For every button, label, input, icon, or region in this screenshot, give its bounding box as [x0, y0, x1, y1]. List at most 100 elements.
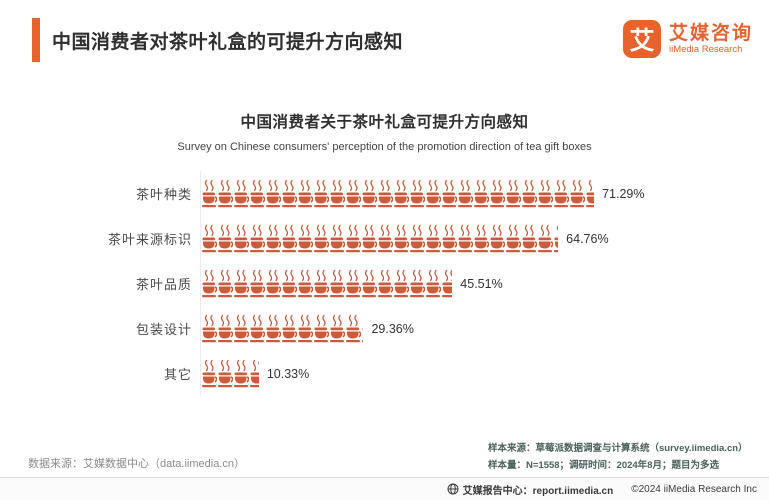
value-label: 64.76%	[566, 231, 609, 246]
tea-cup-icon	[522, 179, 537, 207]
globe-icon	[447, 483, 459, 495]
tea-cup-icon	[314, 314, 329, 342]
tea-cup-icon	[474, 179, 489, 207]
sample-notes: 样本来源：草莓派数据调查与计算系统（survey.iimedia.cn） 样本量…	[488, 440, 748, 474]
tea-cup-icon	[394, 179, 409, 207]
tea-cup-icon	[346, 269, 361, 297]
tea-cup-icon	[490, 224, 505, 252]
sample-info-note: 样本量：N=1558；调研时间：2024年8月；题目为多选	[488, 460, 719, 471]
tea-cup-icon	[234, 224, 249, 252]
tea-cup-icon	[458, 224, 473, 252]
value-label: 45.51%	[460, 276, 503, 291]
tea-cup-icon	[474, 224, 489, 252]
value-label: 71.29%	[602, 186, 645, 201]
tea-cup-icon	[362, 224, 377, 252]
tea-cup-icon	[314, 179, 329, 207]
footer-report-link[interactable]: 艾媒报告中心：report.iimedia.cn	[462, 485, 614, 497]
tea-cup-icon	[250, 179, 265, 207]
tea-cup-icon	[426, 224, 441, 252]
tea-cup-icon	[442, 179, 457, 207]
tea-cup-icon	[330, 314, 345, 342]
footer-bar: 艾媒报告中心：report.iimedia.cn ©2024 iiMedia R…	[0, 477, 769, 500]
tea-cup-icon	[506, 179, 521, 207]
tea-cup-icon	[218, 269, 233, 297]
tea-cup-icon	[410, 269, 425, 297]
sample-source-note: 样本来源：草莓派数据调查与计算系统（survey.iimedia.cn）	[488, 443, 748, 454]
category-label: 包装设计	[135, 322, 192, 337]
chart-rows: 茶叶种类	[30, 171, 769, 396]
tea-cup-icon	[298, 179, 313, 207]
pictogram-bar	[202, 179, 595, 209]
tea-cup-icon	[234, 314, 249, 342]
tea-cup-icon	[346, 179, 361, 207]
value-label: 29.36%	[371, 321, 414, 336]
category-label: 茶叶品质	[135, 277, 192, 292]
tea-cup-icon	[266, 269, 281, 297]
iimedia-logo-icon: 艾	[622, 20, 661, 58]
tea-cup-icon	[442, 269, 453, 297]
category-label: 其它	[163, 367, 192, 382]
chart-row: 其它 10.33%	[30, 351, 769, 396]
tea-cup-icon	[362, 269, 377, 297]
tea-cup-icon	[250, 314, 265, 342]
page-title: 中国消费者对茶叶礼盒的可提升方向感知	[52, 31, 404, 53]
chart-subtitle: Survey on Chinese consumers' perception …	[177, 141, 592, 153]
tea-cup-icon	[378, 269, 393, 297]
tea-cup-icon	[490, 179, 505, 207]
tea-cup-icon	[554, 179, 569, 207]
logo-name-cn: 艾媒咨询	[668, 22, 753, 44]
tea-cup-icon	[250, 269, 265, 297]
tea-cup-icon	[250, 359, 259, 387]
pictogram-bar	[202, 359, 259, 389]
pictogram-bar	[202, 314, 364, 344]
value-label: 10.33%	[266, 366, 310, 381]
chart-title: 中国消费者关于茶叶礼盒可提升方向感知	[240, 114, 529, 131]
tea-cup-icon	[202, 224, 217, 252]
category-label: 茶叶种类	[135, 187, 192, 202]
tea-cup-icon	[282, 269, 297, 297]
tea-cup-icon	[426, 179, 441, 207]
data-source-note: 数据来源：艾媒数据中心（data.iimedia.cn）	[28, 458, 245, 470]
category-label: 茶叶来源标识	[107, 232, 192, 247]
tea-cup-icon	[218, 359, 233, 387]
chart-row: 茶叶种类	[30, 171, 769, 216]
tea-cup-icon	[298, 269, 313, 297]
title-accent-bar	[32, 18, 40, 62]
tea-cup-icon	[410, 224, 425, 252]
tea-cup-icon	[298, 314, 313, 342]
pictogram-bar	[202, 269, 453, 299]
tea-cup-icon	[266, 224, 281, 252]
tea-cup-icon	[202, 314, 217, 342]
tea-cup-icon	[522, 224, 537, 252]
tea-cup-icon	[266, 314, 281, 342]
tea-cup-icon	[506, 224, 521, 252]
tea-cup-icon	[538, 224, 553, 252]
tea-cup-icon	[202, 359, 217, 387]
tea-cup-icon	[298, 224, 313, 252]
tea-cup-icon	[586, 179, 595, 207]
tea-cup-icon	[458, 179, 473, 207]
tea-cup-icon	[554, 224, 559, 252]
tea-cup-icon	[346, 224, 361, 252]
tea-cup-icon	[234, 359, 249, 387]
tea-cup-icon	[202, 179, 217, 207]
tea-cup-icon	[378, 224, 393, 252]
tea-cup-icon	[218, 314, 233, 342]
chart-row: 茶叶品质	[30, 261, 769, 306]
chart-row: 茶叶来源标识	[30, 216, 769, 261]
tea-cup-icon	[218, 179, 233, 207]
tea-cup-icon	[330, 179, 345, 207]
iimedia-logo: 艾 艾媒咨询 iiMedia Research	[622, 20, 753, 58]
pictogram-bar	[202, 224, 559, 254]
tea-cup-icon	[346, 314, 361, 342]
tea-cup-icon	[282, 179, 297, 207]
tea-cup-icon	[282, 224, 297, 252]
tea-cup-icon	[426, 269, 441, 297]
tea-cup-icon	[330, 269, 345, 297]
tea-cup-icon	[314, 224, 329, 252]
tea-cup-icon	[218, 224, 233, 252]
tea-cup-icon	[394, 224, 409, 252]
tea-cup-icon	[330, 224, 345, 252]
tea-cup-icon	[282, 314, 297, 342]
chart-row: 包装设计	[30, 306, 769, 351]
